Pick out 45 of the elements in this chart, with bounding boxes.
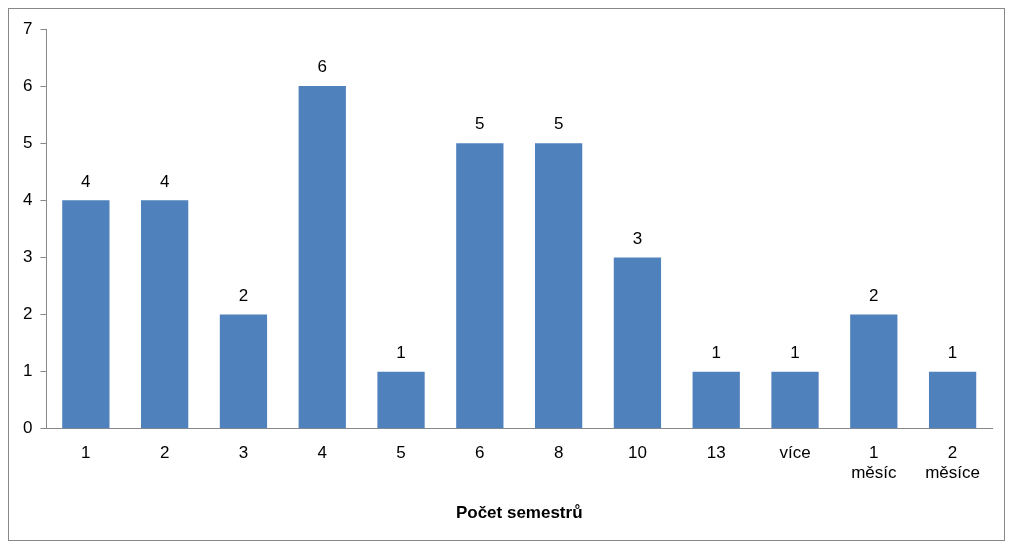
data-label: 1 — [790, 342, 800, 362]
data-label: 4 — [81, 171, 91, 191]
data-label: 2 — [869, 285, 879, 305]
x-tick-label: 1 — [81, 442, 91, 462]
data-label: 1 — [947, 342, 958, 362]
bar — [62, 200, 110, 429]
bar — [141, 200, 189, 429]
bar — [298, 86, 346, 429]
x-tick-label: více — [779, 442, 811, 462]
data-label: 2 — [238, 285, 249, 305]
bar — [456, 143, 504, 429]
data-label: 5 — [553, 114, 564, 134]
x-tick-label: 6 — [475, 442, 485, 462]
data-label: 3 — [632, 228, 643, 248]
bar — [377, 371, 425, 429]
x-axis-title: Počet semestrů — [455, 503, 583, 523]
data-label: 5 — [475, 114, 485, 134]
bar — [928, 371, 977, 429]
y-tick-label: 1 — [22, 361, 33, 381]
x-tick-label: 1 měsíc — [851, 442, 897, 483]
x-tick-label: 8 — [553, 442, 564, 462]
x-tick-label: 2 — [159, 442, 170, 462]
y-tick-label: 3 — [22, 247, 33, 267]
x-tick-label: 4 — [317, 442, 327, 462]
y-tick-label: 7 — [22, 18, 33, 38]
y-tick-label: 6 — [22, 75, 33, 95]
x-tick-label: 3 — [238, 442, 249, 462]
data-label: 1 — [396, 342, 406, 362]
y-tick-label: 5 — [22, 132, 33, 152]
x-tick-label: 10 — [627, 442, 647, 462]
bar — [613, 257, 662, 429]
y-tick-label: 0 — [22, 418, 33, 438]
x-tick-label: 2 měsíce — [925, 442, 980, 483]
data-label: 4 — [159, 171, 170, 191]
bar — [219, 314, 268, 429]
x-tick-label: 5 — [396, 442, 406, 462]
bar — [850, 314, 898, 429]
bar — [692, 371, 740, 429]
y-tick-label: 2 — [22, 304, 33, 324]
data-label: 6 — [317, 57, 327, 77]
x-tick-label: 13 — [706, 442, 726, 462]
y-tick-label: 4 — [22, 190, 33, 210]
bar — [771, 371, 819, 429]
bar — [534, 143, 583, 429]
data-label: 1 — [711, 342, 721, 362]
